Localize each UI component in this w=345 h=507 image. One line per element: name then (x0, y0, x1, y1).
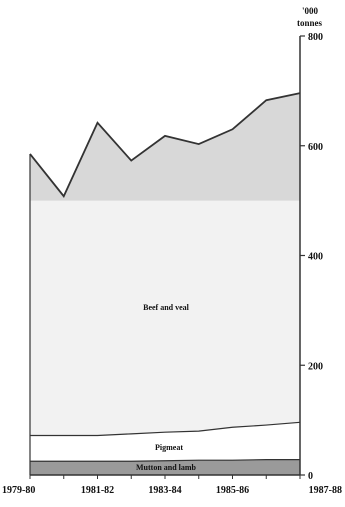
area-beef-and-veal-upper (30, 93, 300, 201)
line-mutton-top (30, 459, 300, 462)
line-total (29, 92, 301, 198)
y-tick-label: 400 (308, 252, 323, 263)
area-pigmeat (30, 422, 300, 462)
y-tick-label: 800 (308, 32, 323, 43)
x-tick-label: 1981-82 (81, 485, 114, 496)
y-tick-label: 600 (308, 142, 323, 153)
area-mutton-and-lamb (30, 459, 300, 475)
x-tick-label: 1987-88 (309, 485, 342, 496)
y-tick-label: 0 (308, 471, 313, 482)
label-mutton-and-lamb: Mutton and lamb (136, 463, 197, 472)
area-bands (30, 93, 300, 475)
x-tick-label: 1985-86 (216, 485, 249, 496)
x-axis: 1979-80 1981-82 1983-84 1985-86 1987-88 (2, 475, 342, 496)
y-axis-title-line-2: tonnes (297, 18, 323, 28)
y-tick-label: 200 (308, 361, 323, 372)
line-pigmeat-top (30, 421, 301, 437)
label-pigmeat: Pigmeat (155, 443, 183, 452)
y-axis-title-line-1: '000 (302, 6, 319, 16)
y-axis: 0 200 400 600 800 (299, 32, 323, 482)
x-tick-label: 1979-80 (2, 485, 35, 496)
x-tick-label: 1983-84 (148, 485, 181, 496)
label-beef-and-veal: Beef and veal (143, 303, 190, 312)
